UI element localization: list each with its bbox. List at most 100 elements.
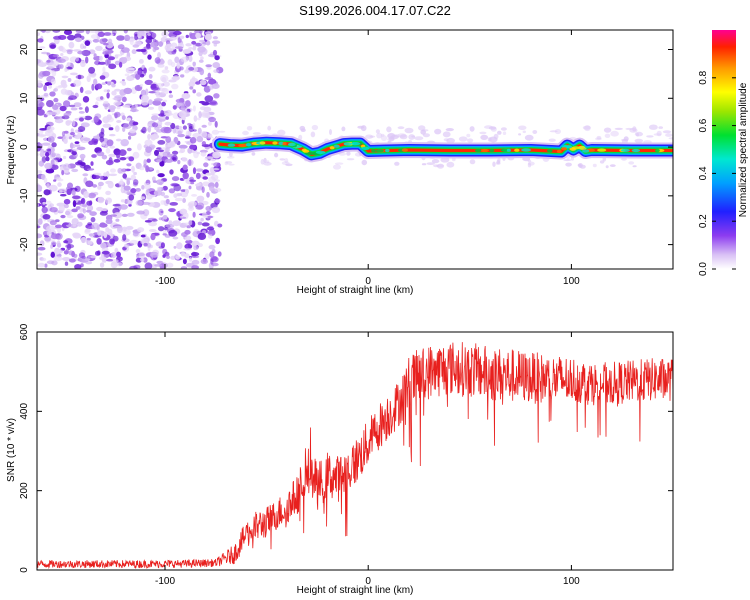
noise-speckle: [77, 213, 84, 219]
noise-speckle: [192, 211, 196, 218]
noise-speckle: [73, 102, 82, 108]
noise-speckle: [97, 61, 107, 65]
noise-speckle: [188, 67, 195, 71]
noise-speckle: [172, 157, 177, 161]
noise-speckle: [93, 53, 97, 58]
noise-speckle: [170, 42, 178, 48]
noise-speckle: [44, 30, 51, 34]
noise-speckle: [85, 180, 94, 188]
noise-speckle: [123, 30, 128, 34]
noise-speckle: [121, 47, 130, 53]
noise-speckle: [165, 116, 169, 120]
noise-speckle: [123, 185, 131, 191]
noise-speckle: [163, 81, 170, 87]
noise-speckle: [121, 96, 127, 103]
noise-speckle: [177, 160, 181, 165]
noise-speckle: [150, 83, 157, 89]
colorbar-tick-label: 0.0: [698, 262, 709, 276]
noise-speckle: [208, 121, 212, 126]
noise-speckle: [570, 156, 575, 161]
noise-speckle: [53, 157, 60, 161]
noise-speckle: [147, 123, 151, 127]
noise-speckle: [201, 124, 207, 128]
noise-speckle: [311, 124, 319, 131]
noise-speckle: [466, 133, 471, 138]
colorbar-ticks: 0.0 0.2 0.4 0.6 0.8: [698, 70, 736, 276]
noise-speckle: [99, 223, 108, 228]
noise-speckle: [130, 105, 137, 113]
x-tick-label: 100: [563, 576, 580, 587]
noise-speckle: [131, 49, 137, 55]
noise-speckle: [225, 161, 233, 164]
noise-speckle: [82, 45, 87, 49]
noise-speckle: [108, 38, 113, 44]
noise-speckle: [189, 86, 194, 90]
noise-speckle: [174, 56, 180, 64]
signal-band-blob: [582, 149, 590, 153]
noise-speckle: [668, 137, 673, 140]
noise-speckle: [58, 64, 64, 69]
noise-speckle: [124, 243, 130, 249]
noise-speckle: [152, 176, 156, 182]
noise-speckle: [213, 69, 220, 73]
noise-speckle: [175, 125, 181, 130]
noise-speckle: [163, 195, 169, 199]
noise-speckle: [71, 168, 79, 173]
noise-speckle: [79, 86, 84, 93]
noise-speckle: [565, 162, 572, 167]
noise-speckle: [54, 118, 64, 124]
noise-speckle: [369, 135, 376, 138]
noise-speckle: [162, 215, 168, 220]
signal-band-blob: [272, 141, 278, 145]
signal-band-blob: [597, 148, 607, 152]
noise-speckle: [172, 150, 179, 155]
noise-speckle: [168, 94, 174, 98]
noise-speckle: [665, 133, 673, 137]
noise-speckle: [85, 56, 89, 64]
noise-speckle: [144, 220, 152, 223]
noise-speckle: [115, 138, 122, 142]
noise-speckle: [201, 110, 210, 117]
noise-speckle: [71, 195, 81, 200]
noise-speckle: [201, 48, 208, 55]
noise-speckle: [404, 127, 414, 134]
noise-speckle: [656, 130, 662, 137]
noise-speckle: [160, 242, 165, 249]
noise-speckle: [129, 39, 134, 46]
noise-speckle: [56, 176, 62, 180]
noise-speckle: [128, 156, 135, 162]
noise-speckle: [178, 125, 182, 129]
noise-speckle: [199, 68, 205, 76]
noise-speckle: [653, 133, 662, 136]
noise-speckle: [146, 36, 153, 40]
noise-speckle: [101, 141, 106, 147]
noise-speckle: [57, 136, 64, 139]
noise-speckle: [214, 120, 218, 128]
spectrogram-noise-region: [37, 30, 673, 269]
noise-speckle: [446, 161, 455, 168]
noise-speckle: [300, 128, 306, 132]
noise-speckle: [197, 221, 203, 226]
spectrogram-data: [37, 30, 673, 269]
noise-speckle: [197, 127, 202, 134]
noise-speckle: [114, 247, 119, 254]
noise-speckle: [57, 242, 62, 248]
noise-speckle: [188, 159, 192, 167]
noise-speckle: [209, 251, 215, 258]
noise-speckle: [87, 255, 91, 259]
noise-speckle: [579, 164, 586, 169]
signal-band-blob: [351, 142, 361, 146]
noise-speckle: [95, 83, 103, 90]
noise-speckle: [38, 62, 47, 67]
noise-speckle: [188, 201, 197, 207]
noise-speckle: [61, 83, 68, 89]
noise-speckle: [397, 133, 407, 138]
signal-band-blob: [259, 141, 266, 145]
noise-speckle: [50, 233, 60, 240]
noise-speckle: [93, 172, 102, 176]
noise-speckle: [196, 185, 204, 191]
noise-speckle: [180, 266, 188, 269]
noise-speckle: [105, 59, 109, 66]
noise-speckle: [103, 172, 108, 177]
noise-speckle: [132, 44, 140, 48]
